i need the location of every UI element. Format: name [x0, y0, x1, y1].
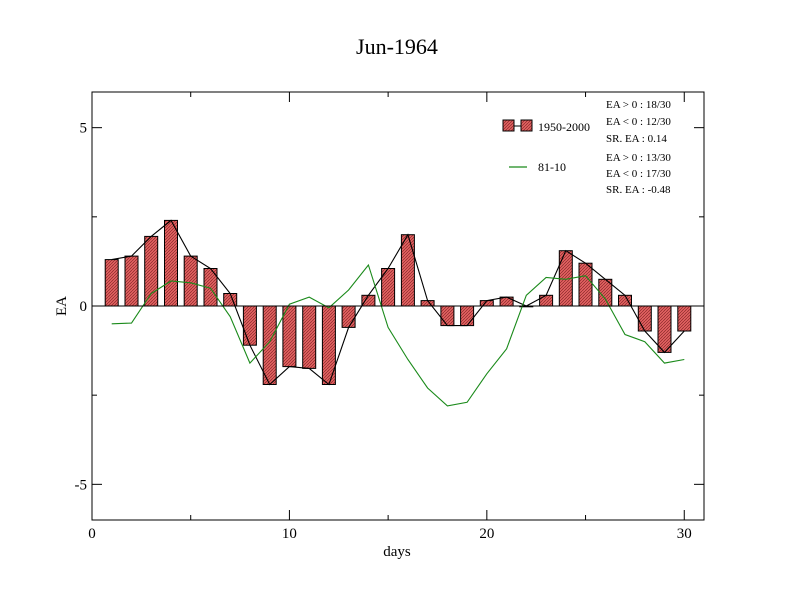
bar — [539, 294, 554, 307]
stats-line: EA > 0 : 18/30 — [606, 99, 671, 111]
stats-line: SR. EA : -0.48 — [606, 184, 671, 196]
bar — [657, 305, 672, 353]
stats-line: SR. EA : 0.14 — [606, 133, 667, 145]
bar — [677, 305, 692, 332]
x-tick-label: 10 — [282, 526, 297, 542]
legend: 1950-2000 81-10 EA > 0 : 18/30 EA < 0 : … — [502, 99, 671, 196]
chart-title: Jun-1964 — [356, 34, 438, 59]
bars-1950-2000 — [104, 219, 692, 385]
stats-line: EA > 0 : 13/30 — [606, 152, 671, 164]
bar — [124, 255, 139, 307]
bar — [104, 259, 119, 307]
legend-label-1950-2000: 1950-2000 — [538, 120, 590, 134]
y-tick-label: -5 — [75, 477, 88, 493]
series-line-1950-2000 — [111, 219, 685, 386]
y-axis-label: EA — [54, 296, 70, 316]
bar — [262, 305, 277, 385]
bar — [341, 305, 356, 328]
y-tick-label: 0 — [80, 299, 88, 315]
stats-line: EA < 0 : 17/30 — [606, 168, 671, 180]
bar — [361, 294, 376, 307]
x-axis-label: days — [383, 544, 411, 560]
legend-swatch-bar-right — [520, 119, 533, 132]
bar — [144, 235, 159, 307]
bar — [460, 305, 475, 327]
bar — [440, 305, 455, 327]
series-lines — [111, 219, 685, 407]
axis-ticks: 0 10 20 30 -5 0 5 — [75, 92, 704, 542]
bar — [302, 305, 317, 369]
bar — [164, 219, 178, 307]
bar — [242, 305, 257, 346]
x-tick-label: 0 — [88, 526, 96, 542]
legend-label-81-10: 81-10 — [538, 160, 566, 174]
bar — [400, 234, 415, 307]
bar — [578, 262, 593, 307]
legend-swatch-bar-left — [502, 119, 515, 132]
x-tick-label: 30 — [677, 526, 692, 542]
bar — [637, 305, 652, 332]
x-tick-label: 20 — [479, 526, 494, 542]
y-tick-label: 5 — [80, 121, 88, 137]
bar — [282, 305, 297, 368]
stats-line: EA < 0 : 12/30 — [606, 116, 671, 128]
series-line-81-10 — [111, 263, 685, 407]
bar — [183, 255, 198, 307]
